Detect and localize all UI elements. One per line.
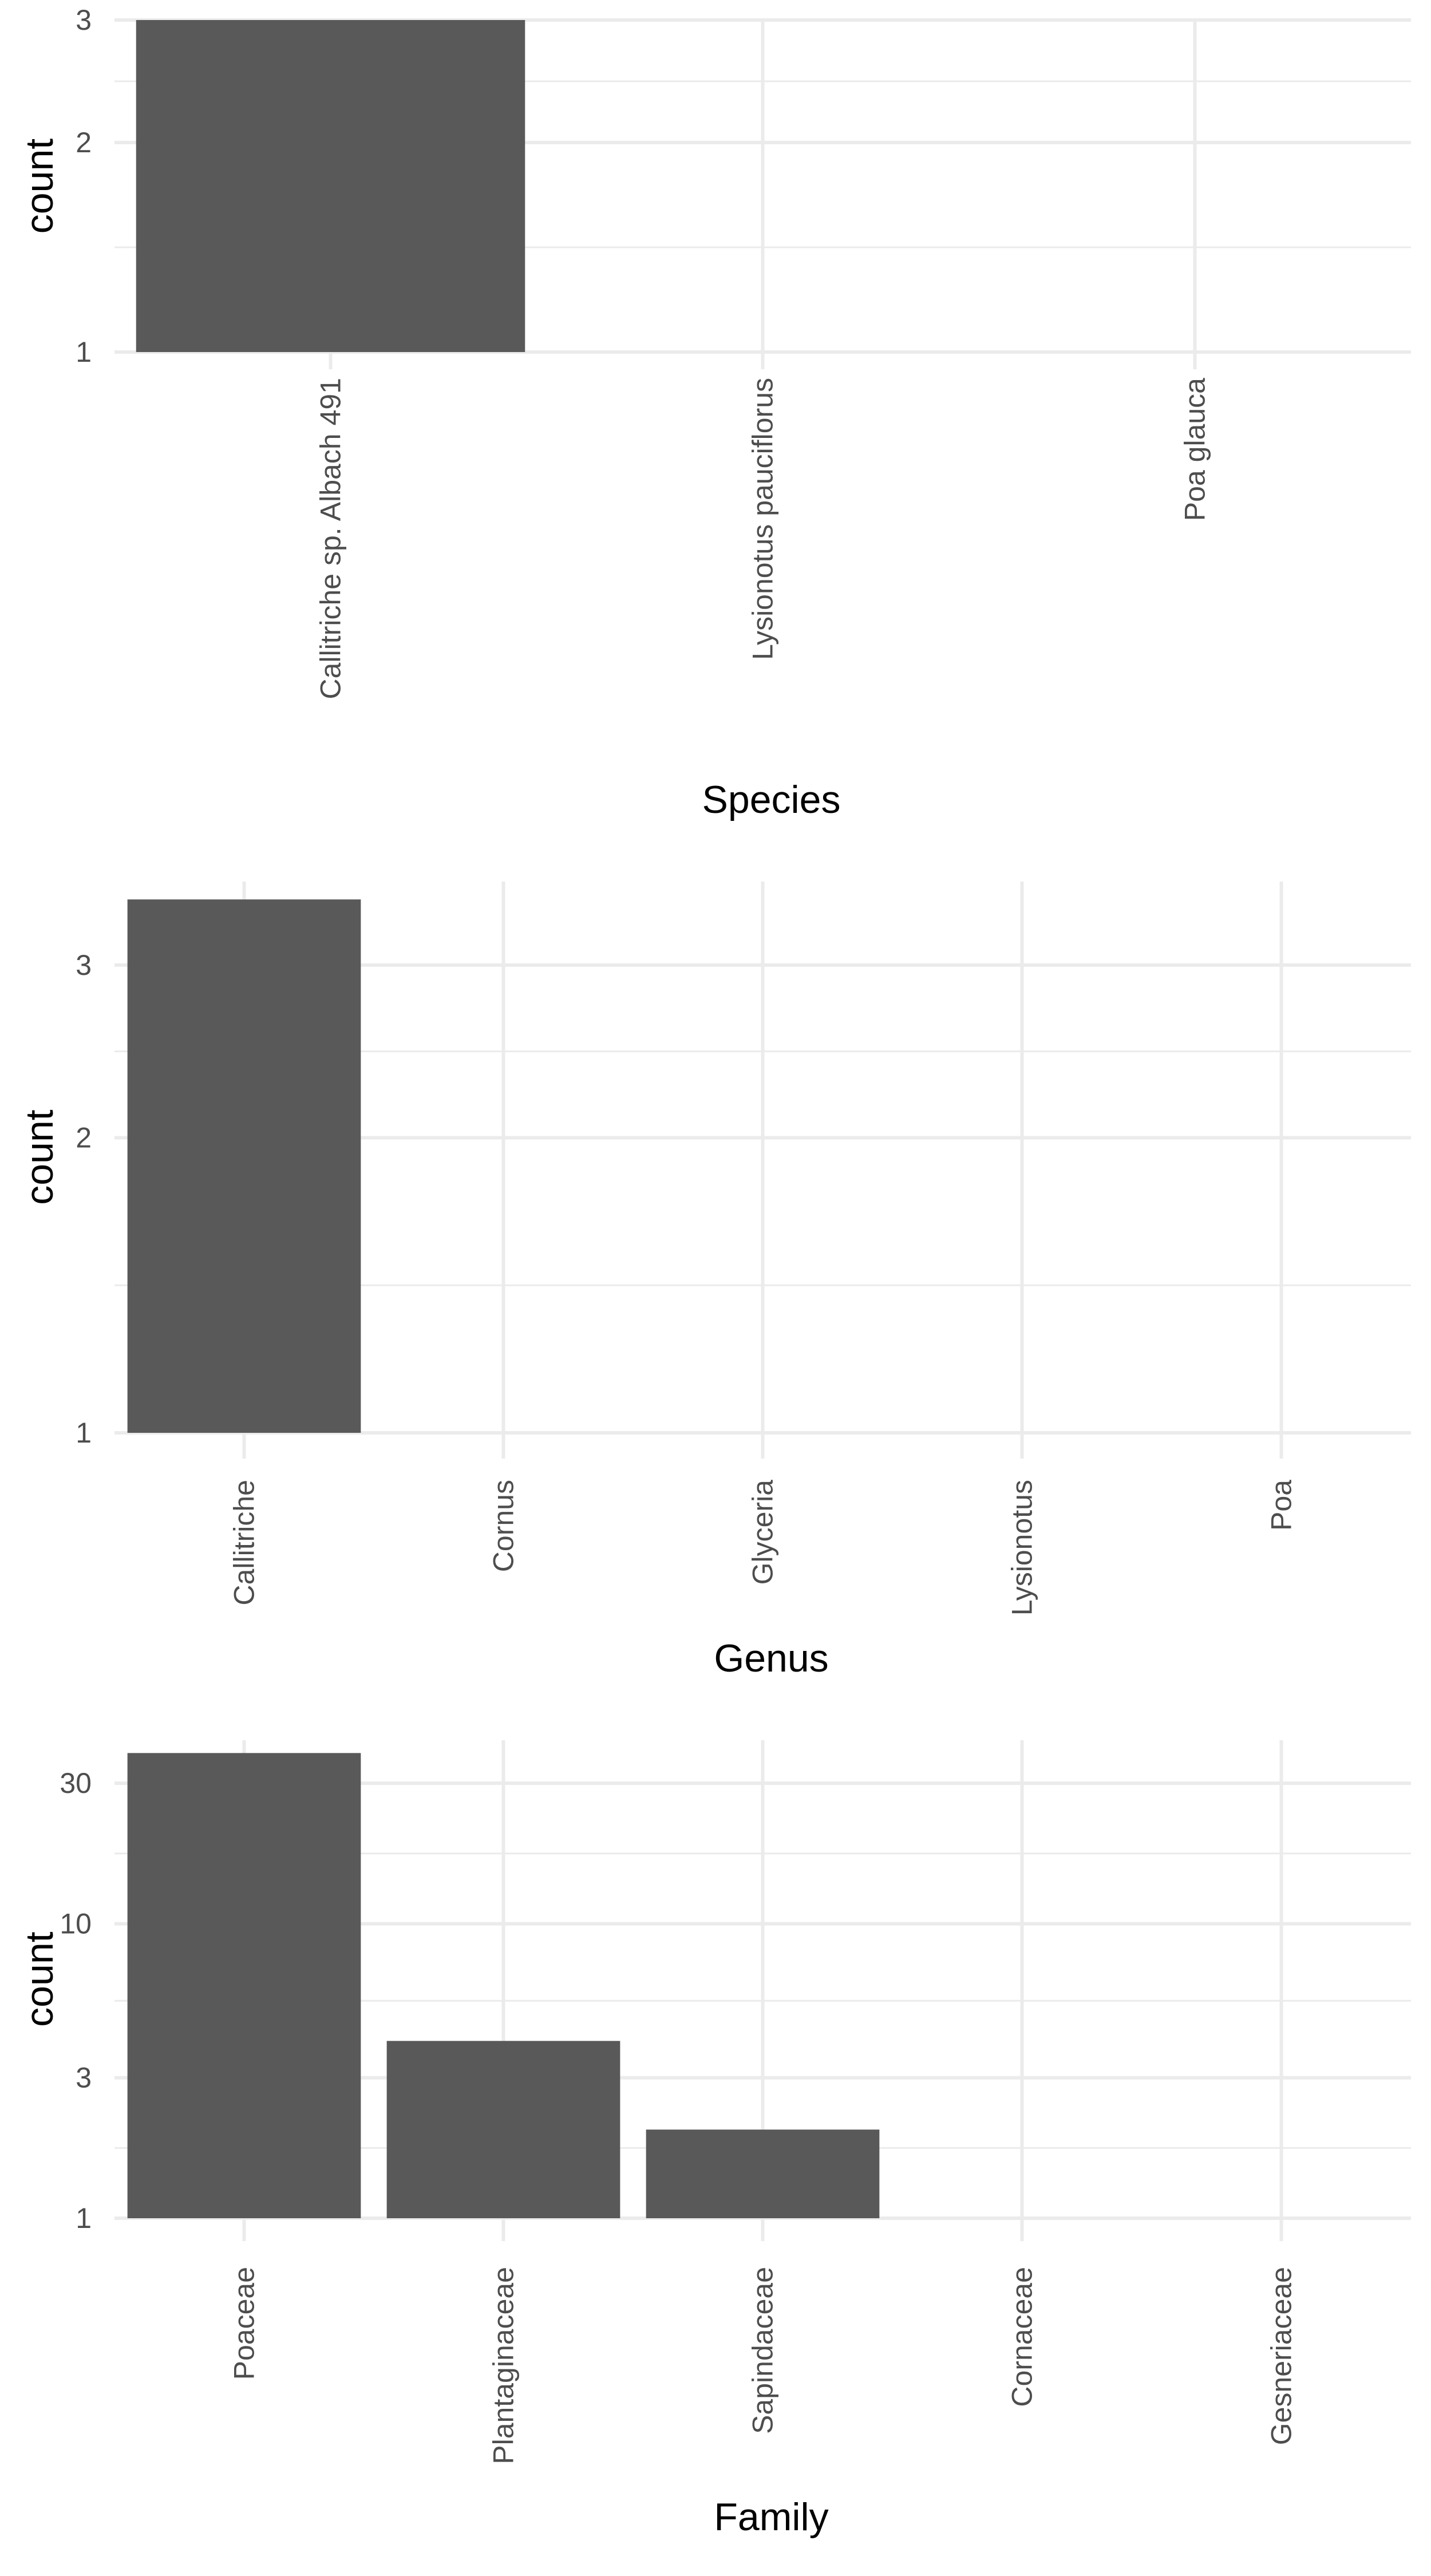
species-bar-chart: 1 2 3 Callitriche sp. Albach 491 Lysionotus …: [18, 4, 1411, 821]
y-tick-label-1: 1: [76, 1417, 92, 1449]
x-axis-title: Genus: [714, 1637, 828, 1680]
y-tick-label-1: 1: [76, 2202, 92, 2234]
x-tick-label-plantaginaceae: Plantaginaceae: [488, 2267, 520, 2464]
genus-bar-chart: 1 2 3 Callitriche Cornus Glyceria Lysionotus Po…: [18, 882, 1411, 1680]
x-tick-label-cornus: Cornus: [488, 1480, 520, 1572]
x-tick-label-cornaceae: Cornaceae: [1006, 2267, 1038, 2407]
x-tick-label-gesneriaceae: Gesneriaceae: [1266, 2267, 1298, 2445]
bar-sapindaceae: [646, 2129, 880, 2218]
x-axis-title: Species: [702, 778, 841, 821]
y-tick-label-3: 3: [76, 2062, 92, 2094]
x-tick-label-lysionotus-pauciflorus: Lysionotus pauciflorus: [747, 378, 779, 660]
y-tick-label-30: 30: [60, 1767, 92, 1799]
x-tick-label-callitriche: Callitriche: [228, 1480, 260, 1606]
bar-plantaginaceae: [386, 2041, 620, 2218]
family-bar-chart: 1 3 10 30 Poaceae Plantaginaceae Sapindaceae Co…: [18, 1740, 1411, 2539]
x-tick-label-lysionotus: Lysionotus: [1006, 1480, 1038, 1615]
x-axis-title: Family: [714, 2495, 828, 2539]
x-tick-label-poa: Poa: [1266, 1480, 1298, 1531]
x-tick-label-callitriche-sp-albach-491: Callitriche sp. Albach 491: [315, 378, 347, 699]
y-axis-title: count: [18, 139, 61, 234]
x-tick-label-poaceae: Poaceae: [228, 2267, 260, 2380]
y-tick-label-3: 3: [76, 949, 92, 981]
x-tick-label-glyceria: Glyceria: [747, 1480, 779, 1585]
y-axis-title: count: [18, 1931, 61, 2026]
x-tick-label-sapindaceae: Sapindaceae: [747, 2267, 779, 2434]
y-tick-label-2: 2: [76, 127, 92, 159]
y-tick-label-1: 1: [76, 336, 92, 368]
bar-callitriche-sp-albach-491: [136, 20, 525, 352]
x-tick-label-poa-glauca: Poa glauca: [1179, 378, 1211, 521]
y-tick-label-3: 3: [76, 4, 92, 36]
bar-poaceae: [127, 1753, 361, 2218]
bar-callitriche: [127, 899, 361, 1433]
y-axis-title: count: [18, 1109, 61, 1204]
y-tick-label-10: 10: [60, 1908, 92, 1940]
y-tick-label-2: 2: [76, 1121, 92, 1153]
